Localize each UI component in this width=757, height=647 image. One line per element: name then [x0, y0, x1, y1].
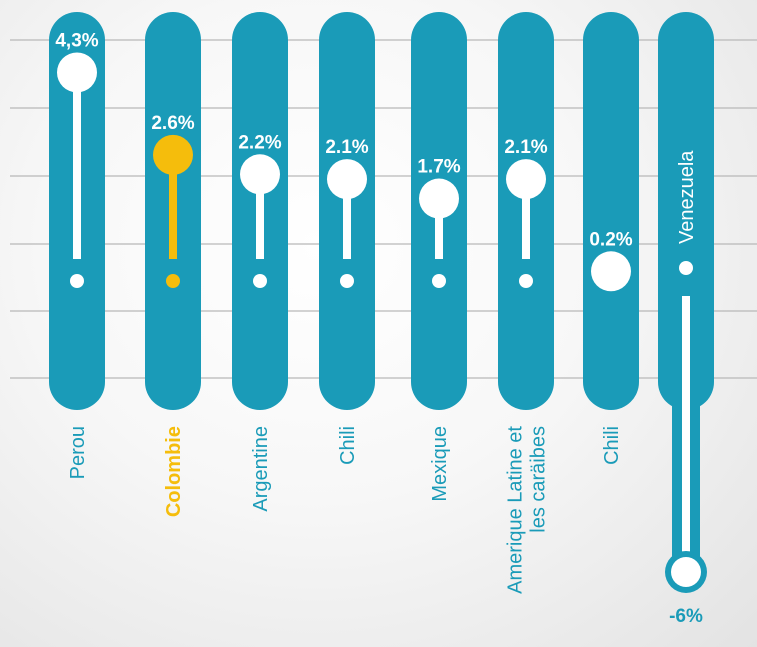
value-stem	[522, 179, 530, 259]
value-marker	[240, 154, 280, 195]
category-label-line: Chili	[601, 426, 623, 465]
category-label: Venezuela	[676, 150, 698, 244]
category-label-line: Amerique Latine et	[505, 426, 527, 594]
zero-dot	[166, 274, 180, 288]
value-marker	[419, 178, 459, 219]
value-label: 4,3%	[55, 30, 98, 51]
zero-dot	[253, 274, 267, 288]
bar-group-chili: 0.2% Chili	[583, 12, 639, 465]
zero-dot	[519, 274, 533, 288]
category-label: Perou	[67, 426, 89, 479]
category-label: Amerique Latine etles caräibes	[505, 426, 550, 594]
bar	[583, 12, 639, 410]
bar-group-colombie: 2.6% Colombie	[145, 12, 201, 517]
category-label-line: Perou	[67, 426, 89, 479]
value-label: 2.1%	[325, 137, 368, 158]
zero-dot	[70, 274, 84, 288]
negative-bulb-inner	[671, 557, 701, 587]
bar-group-amerique-latine-et-les-car-ibes: 2.1% Amerique Latine etles caräibes	[498, 12, 554, 594]
category-label-line: les caräibes	[528, 426, 550, 533]
value-label: 0.2%	[589, 229, 632, 250]
value-marker	[57, 52, 97, 93]
category-label-line: Argentine	[250, 426, 272, 512]
category-label-line: Venezuela	[676, 150, 698, 244]
value-stem	[256, 174, 264, 259]
zero-dot	[340, 274, 354, 288]
category-label: Chili	[337, 426, 359, 465]
category-label-line: Mexique	[429, 426, 451, 502]
bar-group-mexique: 1.7% Mexique	[411, 12, 467, 502]
value-marker	[153, 134, 193, 175]
value-marker	[327, 159, 367, 200]
gridlines	[10, 39, 757, 379]
value-stem	[435, 198, 443, 259]
bar-group-argentine: 2.2% Argentine	[232, 12, 288, 512]
value-stem	[73, 72, 81, 259]
category-label: Chili	[601, 426, 623, 465]
bar-group-perou: 4,3% Perou	[49, 12, 105, 479]
category-label: Mexique	[429, 426, 451, 502]
zero-dot	[679, 261, 693, 275]
bar-group-venezuela: -6% Venezuela	[658, 12, 714, 627]
value-marker	[506, 159, 546, 200]
category-label-line: Colombie	[163, 426, 185, 517]
category-label-line: Chili	[337, 426, 359, 465]
value-marker	[591, 251, 631, 292]
value-label: 1.7%	[417, 157, 460, 178]
value-label: 2.1%	[504, 137, 547, 158]
negative-stem	[682, 296, 690, 572]
bar-group-chili: 2.1% Chili	[319, 12, 375, 465]
value-label: 2.2%	[238, 132, 281, 153]
category-label: Argentine	[250, 426, 272, 512]
value-stem	[169, 154, 177, 259]
category-label: Colombie	[163, 426, 185, 517]
zero-dot	[432, 274, 446, 288]
value-label: -6%	[669, 606, 703, 627]
value-stem	[343, 179, 351, 259]
value-label: 2.6%	[151, 113, 194, 134]
